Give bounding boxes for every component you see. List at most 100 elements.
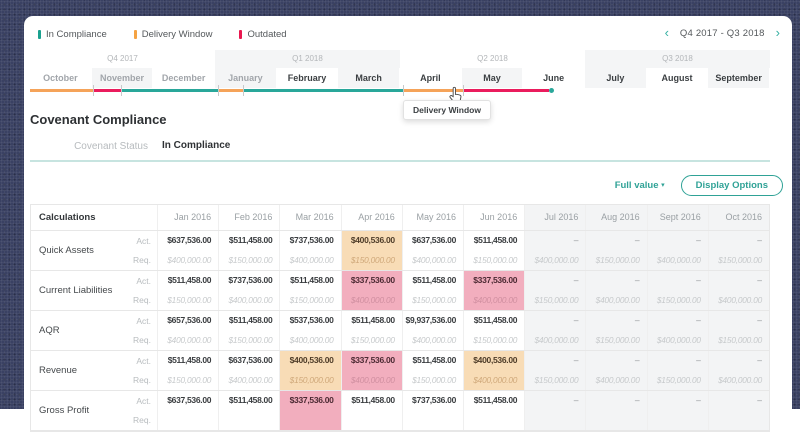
required-value: $150,000.00 bbox=[412, 374, 457, 385]
required-value: $400,000.00 bbox=[167, 334, 212, 345]
column-header: Jan 2016 bbox=[158, 205, 220, 230]
value-cell: $511,458.00 $150,000.00 bbox=[464, 231, 526, 270]
value-cell: – bbox=[708, 391, 770, 430]
actual-value: $400,536.00 bbox=[350, 235, 395, 245]
actual-value: $511,458.00 bbox=[167, 355, 212, 365]
act-label: Act. bbox=[136, 235, 151, 246]
value-cell: – $150,000.00 bbox=[586, 311, 648, 350]
timeline-tick bbox=[218, 85, 219, 96]
month-cell-may[interactable]: May bbox=[461, 68, 524, 88]
month-cell-april[interactable]: April bbox=[400, 68, 462, 88]
required-value: $150,000.00 bbox=[412, 294, 457, 305]
value-cell: $737,536.00 bbox=[403, 391, 465, 431]
covenant-status-value: In Compliance bbox=[162, 140, 231, 151]
actual-value: – bbox=[634, 275, 640, 285]
actual-value: $511,458.00 bbox=[473, 395, 518, 405]
value-cell: $511,458.00 bbox=[342, 391, 403, 430]
actual-value: $400,536.00 bbox=[473, 355, 518, 365]
actual-value: $337,536.00 bbox=[350, 355, 395, 365]
actual-value: $511,458.00 bbox=[351, 315, 395, 325]
row-name: Current Liabilities bbox=[39, 285, 113, 296]
month-row: January February March bbox=[215, 68, 401, 88]
actual-value: $337,536.00 bbox=[350, 275, 395, 285]
value-cell: – $400,000.00 bbox=[525, 231, 587, 270]
req-label: Req. bbox=[133, 415, 151, 426]
chevron-right-icon[interactable]: › bbox=[775, 25, 780, 40]
required-value bbox=[158, 411, 218, 431]
calculations-header: Calculations bbox=[31, 205, 158, 230]
required-value: $400,000.00 bbox=[350, 374, 395, 385]
value-cell: – $400,000.00 bbox=[586, 351, 648, 390]
value-cell: $637,536.00 $400,000.00 bbox=[219, 351, 281, 390]
required-value: $150,000.00 bbox=[656, 294, 701, 305]
actual-value: $511,458.00 bbox=[228, 395, 273, 405]
month-cell-june[interactable]: June bbox=[523, 68, 586, 88]
month-row: April May June bbox=[400, 68, 586, 88]
teal-divider bbox=[30, 160, 770, 162]
value-cell: – $400,000.00 bbox=[708, 351, 770, 390]
timeline-segment-teal[interactable] bbox=[121, 89, 218, 92]
timeline-segment-pink[interactable] bbox=[463, 89, 549, 92]
covenant-status-label: Covenant Status bbox=[74, 141, 148, 152]
quarter-range-label: Q4 2017 - Q3 2018 bbox=[679, 27, 765, 39]
month-cell-march[interactable]: March bbox=[338, 68, 401, 88]
required-value bbox=[648, 411, 708, 431]
month-cell-july[interactable]: July bbox=[585, 68, 647, 88]
actual-value: $637,536.00 bbox=[412, 235, 457, 245]
value-cell: $511,458.00 $150,000.00 bbox=[342, 311, 403, 350]
value-cell: $511,458.00 $150,000.00 bbox=[158, 271, 220, 310]
month-cell-october[interactable]: October bbox=[30, 68, 92, 88]
actual-value: $511,458.00 bbox=[228, 315, 273, 325]
calculations-table: Calculations Jan 2016 Feb 2016 Mar 2016 Apr… bbox=[30, 204, 770, 432]
timeline-segment-orange[interactable] bbox=[403, 89, 463, 92]
table-row: Current Liabilities Act. Req. $511,458.00 $1… bbox=[31, 271, 770, 311]
timeline-segment-orange[interactable] bbox=[30, 89, 93, 92]
actual-value: – bbox=[634, 315, 640, 325]
required-value: $400,000.00 bbox=[656, 334, 701, 345]
actual-value: – bbox=[634, 355, 640, 365]
required-value: $150,000.00 bbox=[228, 334, 273, 345]
actual-value: – bbox=[696, 395, 701, 405]
quarter-range-pager: ‹ Q4 2017 - Q3 2018 › bbox=[665, 26, 780, 40]
value-mode-dropdown[interactable]: Full value ▾ bbox=[615, 180, 665, 191]
chevron-left-icon[interactable]: ‹ bbox=[664, 25, 669, 40]
timeline-segment-pink[interactable] bbox=[93, 89, 121, 92]
value-cell: $737,536.00 $400,000.00 bbox=[219, 271, 281, 310]
actual-value: – bbox=[573, 235, 579, 245]
legend-label: In Compliance bbox=[46, 29, 107, 40]
month-cell-february[interactable]: February bbox=[276, 68, 339, 88]
actual-value: – bbox=[757, 395, 763, 405]
month-cell-november[interactable]: November bbox=[91, 68, 154, 88]
required-value: $150,000.00 bbox=[718, 254, 763, 265]
row-sublabels: Act. Req. bbox=[115, 311, 157, 350]
actual-value: – bbox=[573, 355, 579, 365]
month-cell-august[interactable]: August bbox=[646, 68, 709, 88]
req-label: Req. bbox=[133, 375, 151, 386]
pointer-hand-cursor-icon bbox=[449, 86, 462, 101]
actual-value: – bbox=[634, 395, 640, 405]
value-cell: – $150,000.00 bbox=[708, 231, 770, 270]
actual-value: $637,536.00 bbox=[167, 235, 212, 245]
required-value: $150,000.00 bbox=[289, 374, 334, 385]
actual-value: – bbox=[696, 235, 701, 245]
column-header: Apr 2016 bbox=[342, 205, 403, 230]
month-cell-september[interactable]: September bbox=[708, 68, 771, 88]
value-cell: $511,458.00 bbox=[219, 391, 281, 430]
actual-value: – bbox=[573, 395, 579, 405]
actual-value: – bbox=[757, 275, 763, 285]
required-value: $400,000.00 bbox=[412, 254, 457, 265]
required-value bbox=[464, 411, 524, 431]
required-value: $150,000.00 bbox=[473, 334, 518, 345]
timeline-end-dot bbox=[549, 88, 554, 93]
actual-value: $511,458.00 bbox=[473, 235, 518, 245]
month-cell-january[interactable]: January bbox=[215, 68, 277, 88]
value-cell: $511,458.00 $150,000.00 bbox=[464, 311, 526, 350]
value-cell: $511,458.00 $150,000.00 bbox=[219, 311, 281, 350]
timeline-segment-orange[interactable] bbox=[218, 89, 243, 92]
timeline-segment-teal[interactable] bbox=[243, 89, 403, 92]
display-options-button[interactable]: Display Options bbox=[680, 175, 783, 196]
quarter-block: Q3 2018 July August September bbox=[585, 50, 771, 88]
required-value bbox=[403, 411, 463, 431]
value-cell: $511,458.00 $150,000.00 bbox=[280, 271, 342, 310]
month-cell-december[interactable]: December bbox=[153, 68, 216, 88]
